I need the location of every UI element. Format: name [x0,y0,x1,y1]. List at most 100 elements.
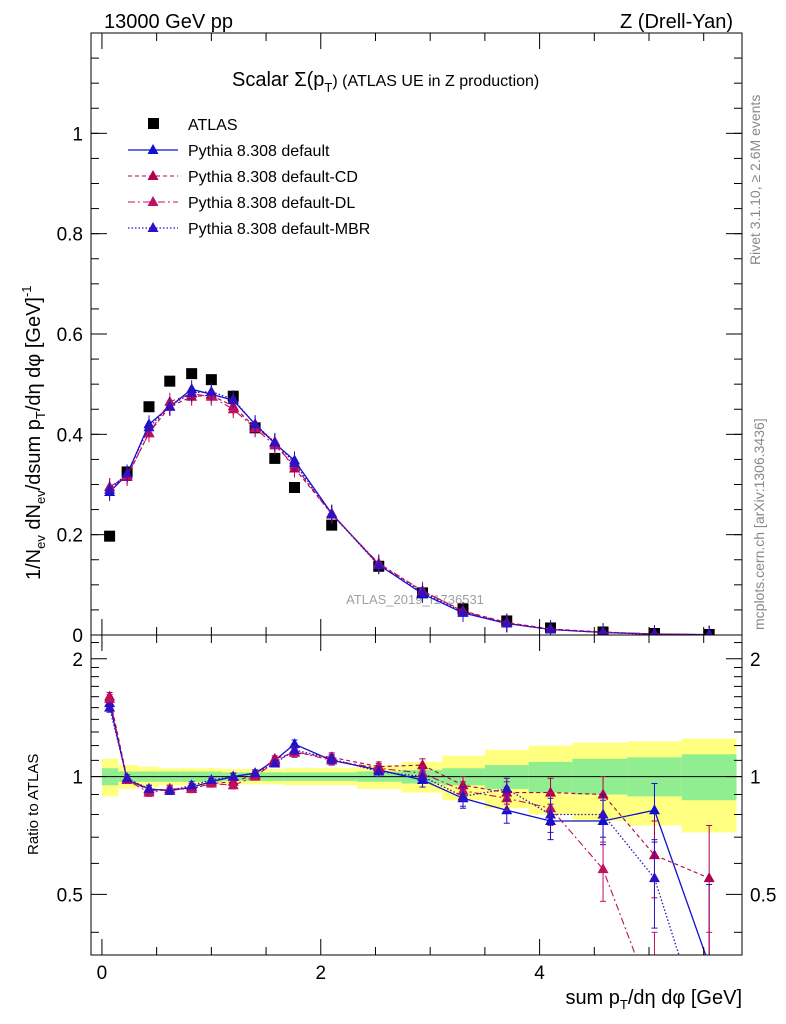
main-series-mbr [104,382,713,635]
ratio-point-mbr [164,784,176,795]
mc-point-mbr [164,400,176,411]
xtick-label: 4 [534,963,545,984]
mc-point-mbr [373,559,385,570]
ratio-point-mbr [143,782,155,793]
ratio-axes: 0.5 0.5 1 1 2 2 0 2 4 [57,634,776,984]
plot-title: Scalar Σ(pT) (ATLAS UE in Z production) [232,69,539,95]
ratio-point-mbr [289,743,301,754]
process-label: Z (Drell-Yan) [620,11,733,33]
ratio-point-mbr [186,779,198,790]
ratio-point-mbr [648,872,660,883]
ratio-series-cd [104,690,715,955]
ratio-point-mbr [205,773,217,784]
mc-point-mbr [417,586,429,597]
ratio-point-mbr [104,701,116,712]
legend-marker [147,196,159,206]
legend-label: ATLAS [188,117,238,134]
legend-marker [147,222,159,232]
legend-entry-mbr: Pythia 8.308 default-MBR [128,221,370,238]
ratio-point-mbr [417,770,429,781]
mc-point-mbr [205,385,217,396]
ratio-point-mbr [326,752,338,763]
main-ytick-label: 0.4 [57,425,84,446]
mc-point-mbr [186,386,198,397]
ratio-point-cd [597,788,609,799]
legend-label: Pythia 8.308 default [188,143,330,160]
main-ytick-label: 0.6 [57,325,83,346]
ratio-point-mbr [121,772,133,783]
legend-entry-cd: Pythia 8.308 default-CD [128,169,358,186]
mc-point-mbr [289,456,301,467]
plot-title-main: Scalar Σ(p [232,69,324,91]
legend-entry-data: ATLAS [148,117,238,134]
ratio-point-mbr [457,790,469,801]
main-ytick-label: 0 [72,626,83,647]
main-ytick-label: 0.8 [57,225,83,246]
mc-point-mbr [269,436,281,447]
xtick-label: 0 [97,963,108,984]
ratio-series-layer [104,690,715,955]
legend: ATLAS Pythia 8.308 default Pythia 8.308 de… [128,117,370,238]
svg-text:1/Nev dNev/dsum pT/dη dφ [GeV]: 1/Nev dNev/dsum pT/dη dφ [GeV]-1 [19,285,48,580]
ratio-line-default [108,703,707,955]
main-ytick-label: 0.2 [57,526,83,547]
ratio-point-mbr [597,808,609,819]
legend-marker [147,170,159,180]
legend-entry-dl: Pythia 8.308 default-DL [128,195,355,212]
data-point [205,374,217,386]
legend-marker [148,118,159,129]
xlabel: sum pT/dη dφ [GeV] [565,987,742,1012]
ratio-point-mbr [269,757,281,768]
mc-point-mbr [457,606,469,617]
ratio-point-default [648,804,660,815]
ratio-point-cd [703,872,715,883]
ratio-frame [90,634,743,956]
ratio-point-dl [597,863,609,874]
data-point [326,519,338,531]
mcplots-label: mcplots.cern.ch [arXiv:1306.3436] [751,418,767,630]
ratio-point-dl [104,692,116,703]
data-point [186,368,198,380]
mc-point-mbr [121,467,133,478]
ratio-ytick-label-right: 2 [750,650,761,671]
mc-point-mbr [227,393,239,404]
main-series-layer [104,368,715,635]
mc-point-mbr [598,626,608,635]
ratio-ylabel: Ratio to ATLAS [25,754,42,855]
mc-point-mbr [249,418,261,429]
mc-point-mbr [650,628,659,635]
plot-title-sub: T [324,80,332,95]
data-point [164,375,176,387]
mc-point-mbr [501,617,513,628]
band-inner [681,754,737,801]
analysis-watermark: ATLAS_2019_I1736531 [346,592,484,607]
ratio-ytick-label: 0.5 [57,885,83,906]
plot-title-tail: ) (ATLAS UE in Z production) [332,73,539,90]
legend-label: Pythia 8.308 default-CD [188,169,358,186]
ratio-point-mbr [545,808,557,819]
ratio-point-mbr [501,782,513,793]
beam-label: 13000 GeV pp [104,11,233,33]
ratio-ytick-label-right: 1 [750,768,761,789]
ratio-ytick-label-right: 0.5 [750,885,776,906]
data-point [289,482,301,494]
xtick-label: 2 [315,963,326,984]
legend-marker [147,144,159,154]
legend-label: Pythia 8.308 default-DL [188,195,355,212]
main-ylabel: 1/Nev dNev/dsum pT/dη dφ [GeV]-1 [19,285,48,580]
data-point [269,452,281,464]
data-point [104,530,116,542]
ratio-ytick-label: 1 [72,768,83,789]
ratio-series-mbr [104,701,680,955]
mc-point-dl [227,403,239,414]
mc-point-mbr [326,508,338,519]
ratio-point-mbr [227,770,239,781]
ratio-point-dl [227,779,239,790]
mc-point-mbr [545,623,557,634]
main-ytick-label: 1 [72,124,83,145]
ratio-point-mbr [373,765,385,776]
data-point [143,401,155,413]
mc-point-mbr [705,628,713,635]
